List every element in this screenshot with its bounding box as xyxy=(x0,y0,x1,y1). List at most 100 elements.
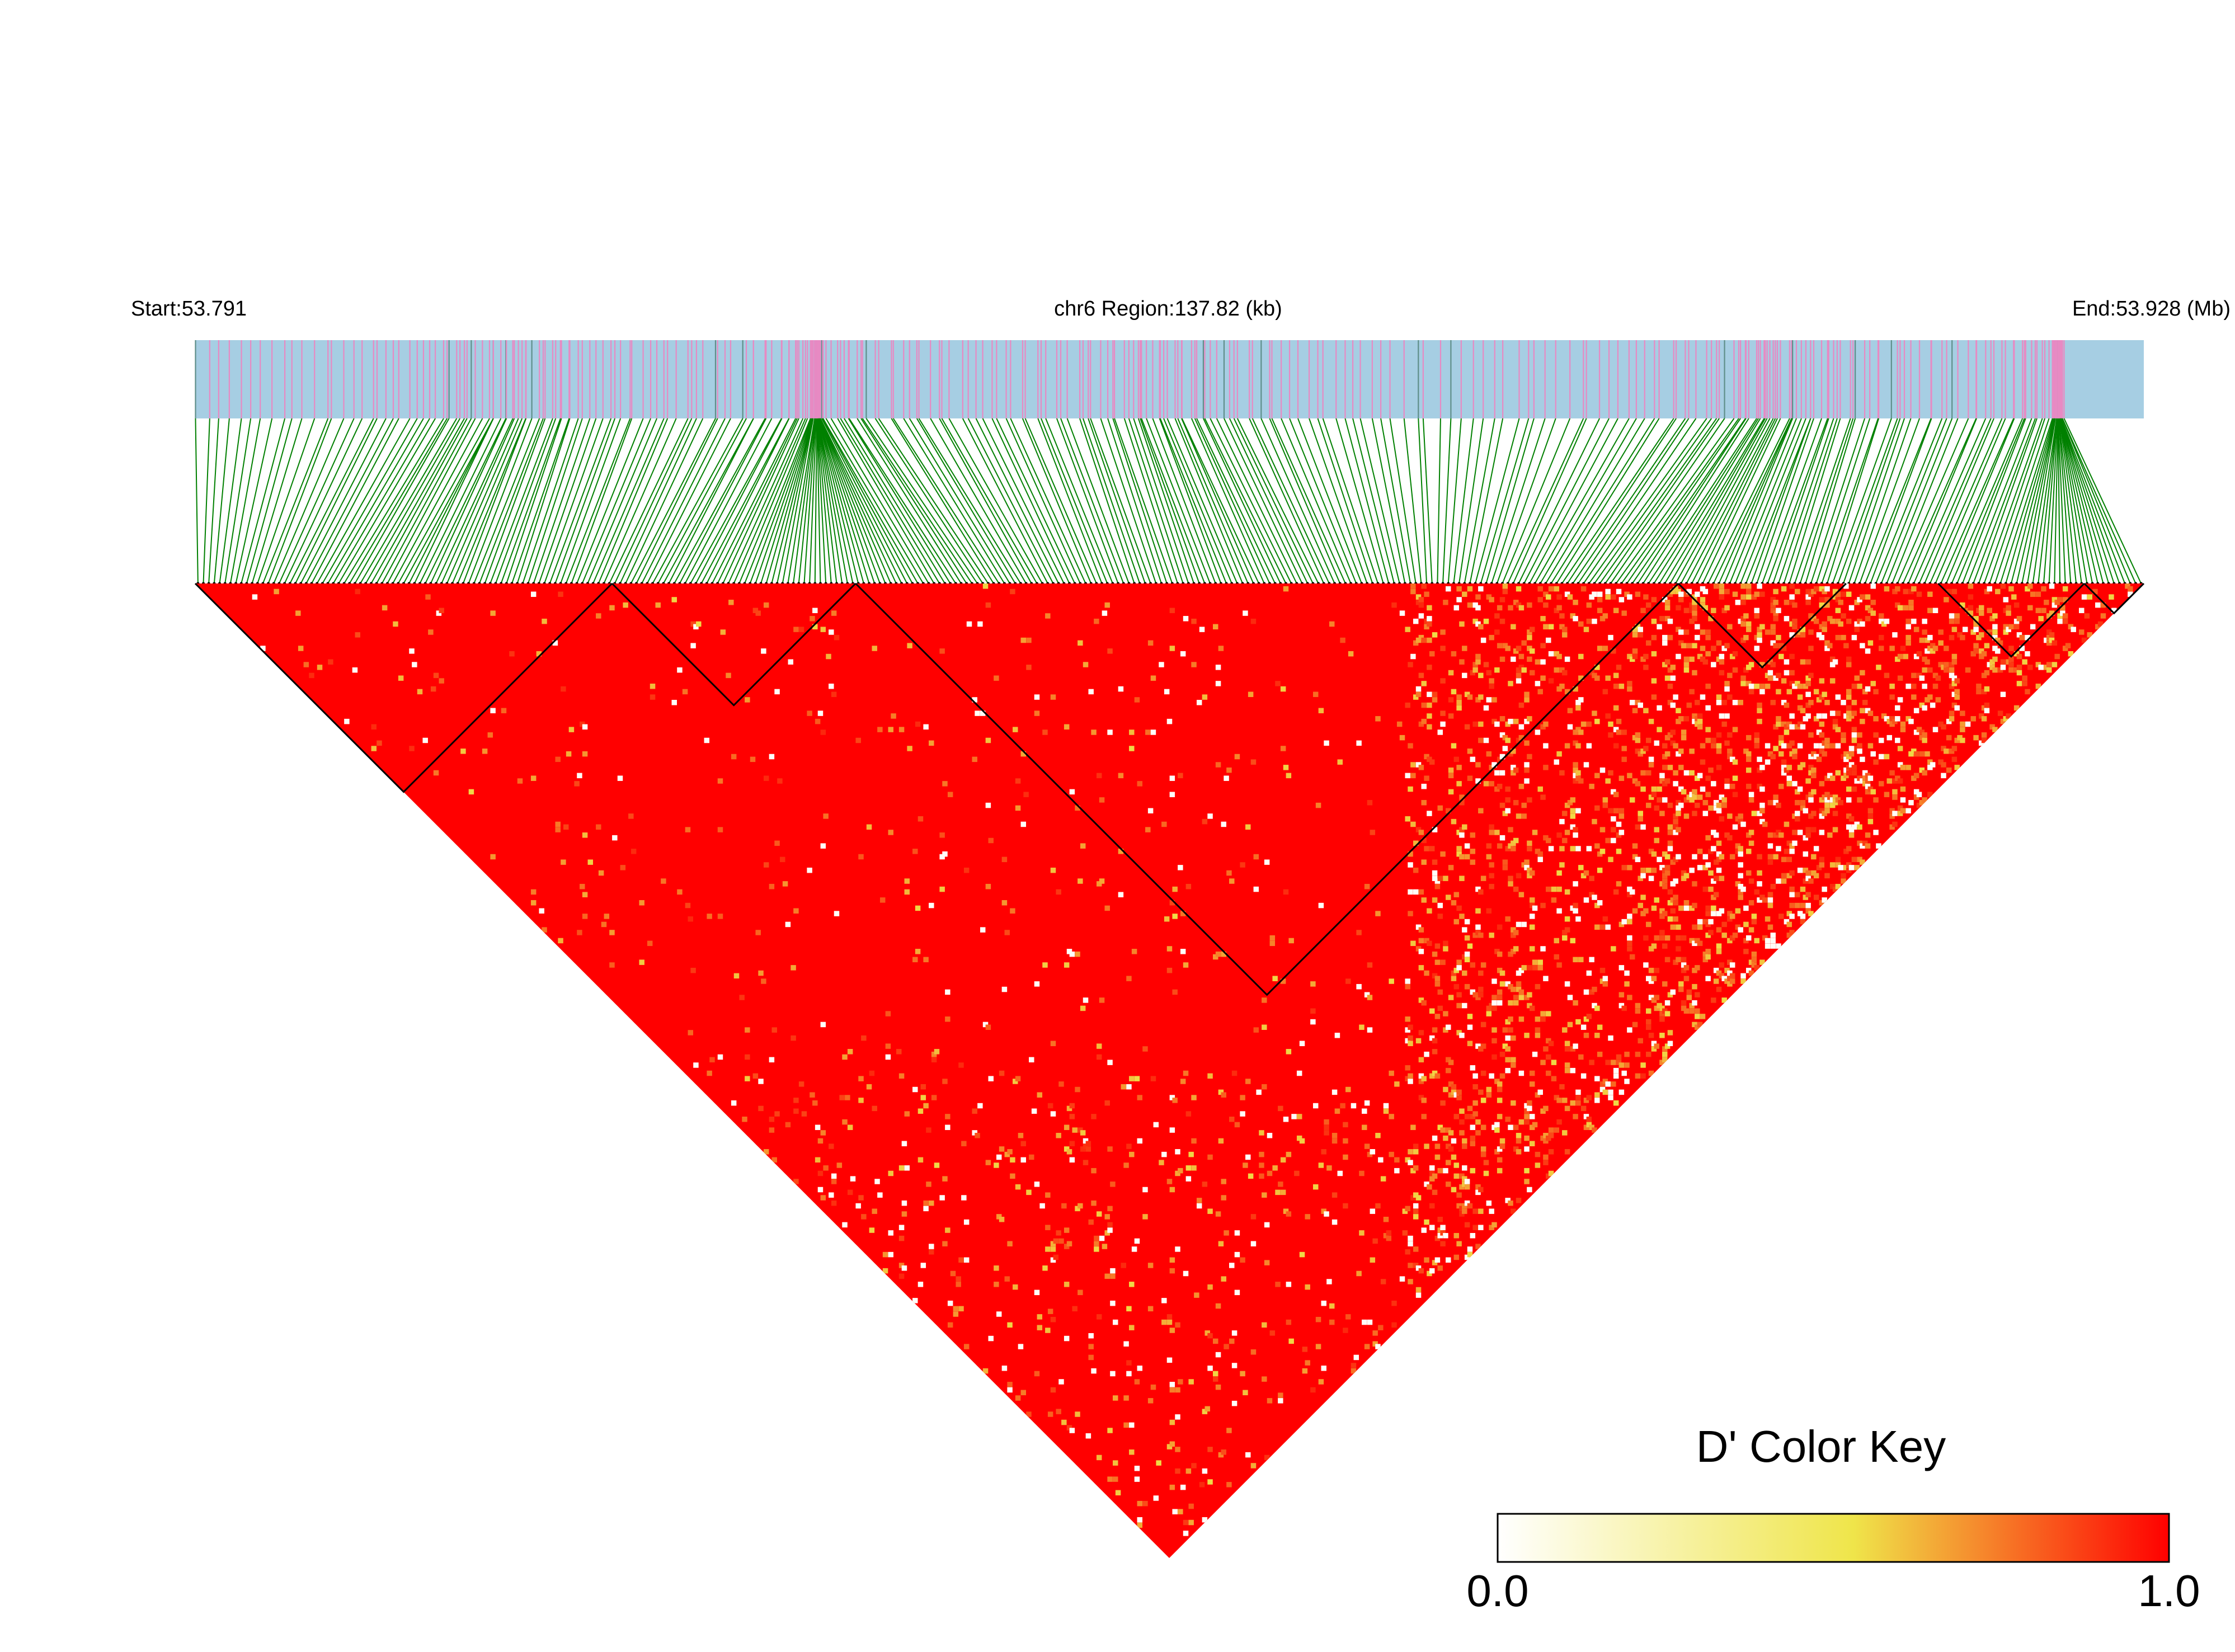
ld-cell xyxy=(1126,1371,1132,1377)
ld-cell xyxy=(1922,656,1927,662)
ld-cell xyxy=(1421,1076,1427,1081)
ld-cell xyxy=(1453,1173,1460,1179)
ld-cell xyxy=(1627,914,1632,919)
ld-cell xyxy=(1427,756,1432,763)
ld-cell xyxy=(1294,1170,1300,1176)
ld-cell xyxy=(1383,1108,1389,1114)
ld-cell xyxy=(1478,808,1484,813)
ld-cell xyxy=(1800,800,1806,806)
snp-position-line xyxy=(495,418,557,584)
ld-cell xyxy=(1803,867,1809,873)
ld-cell xyxy=(1824,737,1830,743)
ld-cell xyxy=(1448,1081,1454,1087)
snp-position-line xyxy=(1540,418,1637,584)
snp-position-line xyxy=(2063,418,2142,584)
color-key-max-label: 1.0 xyxy=(2138,1566,2200,1616)
ld-cell xyxy=(1776,689,1781,695)
ld-cell xyxy=(1613,1100,1619,1106)
ld-cell xyxy=(1905,716,1911,722)
ld-cell xyxy=(1104,1230,1110,1236)
ld-cell xyxy=(1692,983,1697,990)
ld-cell xyxy=(1670,924,1676,930)
ld-cell xyxy=(1616,665,1622,670)
ld-cell xyxy=(1745,589,1752,595)
snp-position-line xyxy=(2059,418,2098,584)
snp-position-line xyxy=(1767,418,1828,584)
ld-cell xyxy=(1624,591,1630,597)
ld-cell xyxy=(1776,830,1781,835)
ld-cell xyxy=(1745,627,1752,632)
ld-cell xyxy=(1919,637,1925,643)
ld-cell xyxy=(1854,600,1860,605)
ld-cell xyxy=(1903,653,1909,660)
ld-cell xyxy=(1464,724,1470,730)
ld-cell xyxy=(1973,621,1979,627)
ld-cell xyxy=(1743,749,1749,754)
ld-cell xyxy=(1745,751,1752,757)
ld-cell xyxy=(2035,662,2041,667)
ld-cell xyxy=(1784,729,1790,735)
ld-cell xyxy=(1446,808,1451,813)
ld-cell xyxy=(1123,1162,1129,1168)
ld-cell xyxy=(1989,632,1995,638)
gene-track xyxy=(195,340,2144,418)
ld-cell xyxy=(1949,683,1955,689)
ld-cell xyxy=(1527,1105,1532,1112)
ld-cell xyxy=(1564,591,1570,597)
ld-cell xyxy=(1583,897,1589,903)
ld-cell xyxy=(1434,1073,1441,1079)
ld-cell xyxy=(536,651,542,657)
ld-cell xyxy=(1137,1522,1143,1528)
ld-cell xyxy=(1405,773,1410,779)
ld-cell xyxy=(1667,840,1673,846)
ld-cell xyxy=(985,802,991,808)
snp-position-line xyxy=(587,418,657,584)
ld-cell xyxy=(1922,683,1927,689)
snp-position-line xyxy=(1783,418,1838,584)
ld-cell xyxy=(1212,1338,1218,1344)
ld-cell xyxy=(1453,1233,1460,1239)
ld-cell xyxy=(1245,824,1251,830)
ld-cell xyxy=(1456,705,1462,711)
ld-cell xyxy=(1562,1130,1568,1136)
ld-cell xyxy=(1797,765,1803,770)
ld-cell xyxy=(1405,816,1410,822)
ld-cell xyxy=(1448,713,1454,719)
ld-cell xyxy=(1543,835,1549,841)
ld-cell xyxy=(1042,729,1048,735)
ld-cell xyxy=(1494,1127,1500,1133)
ld-cell xyxy=(2052,602,2058,608)
ld-cell xyxy=(1786,765,1792,770)
ld-cell xyxy=(745,1054,750,1060)
ld-cell xyxy=(1064,1244,1070,1249)
ld-cell xyxy=(1069,1428,1075,1433)
ld-cell xyxy=(1018,1133,1024,1138)
ld-cell xyxy=(1064,962,1070,968)
ld-cell xyxy=(869,1070,875,1076)
snp-position-line xyxy=(1718,418,1792,584)
ld-cell xyxy=(1113,1460,1118,1466)
ld-cell xyxy=(1505,1057,1511,1063)
ld-cell xyxy=(1424,1219,1429,1225)
ld-cell xyxy=(1618,813,1625,819)
ld-cell xyxy=(1705,911,1711,916)
ld-cell xyxy=(1702,800,1709,806)
ld-cell xyxy=(1202,818,1208,825)
ld-cell xyxy=(1267,1398,1273,1404)
ld-cell xyxy=(1960,634,1965,641)
ld-cell xyxy=(1897,778,1903,784)
ld-cell xyxy=(1678,786,1684,792)
ld-cell xyxy=(1995,637,2001,643)
snp-position-line xyxy=(1512,418,1587,584)
ld-cell xyxy=(1846,765,1852,770)
ld-cell xyxy=(1039,1203,1045,1209)
ld-cell xyxy=(1262,1376,1267,1382)
ld-cell xyxy=(1765,743,1771,749)
ld-cell xyxy=(1781,878,1787,884)
ld-cell xyxy=(1543,1046,1549,1052)
ld-cell xyxy=(1529,1114,1535,1119)
snp-position-line xyxy=(837,418,935,584)
ld-cell xyxy=(2049,610,2055,616)
ld-cell xyxy=(490,854,496,860)
ld-cell xyxy=(1142,1046,1148,1052)
